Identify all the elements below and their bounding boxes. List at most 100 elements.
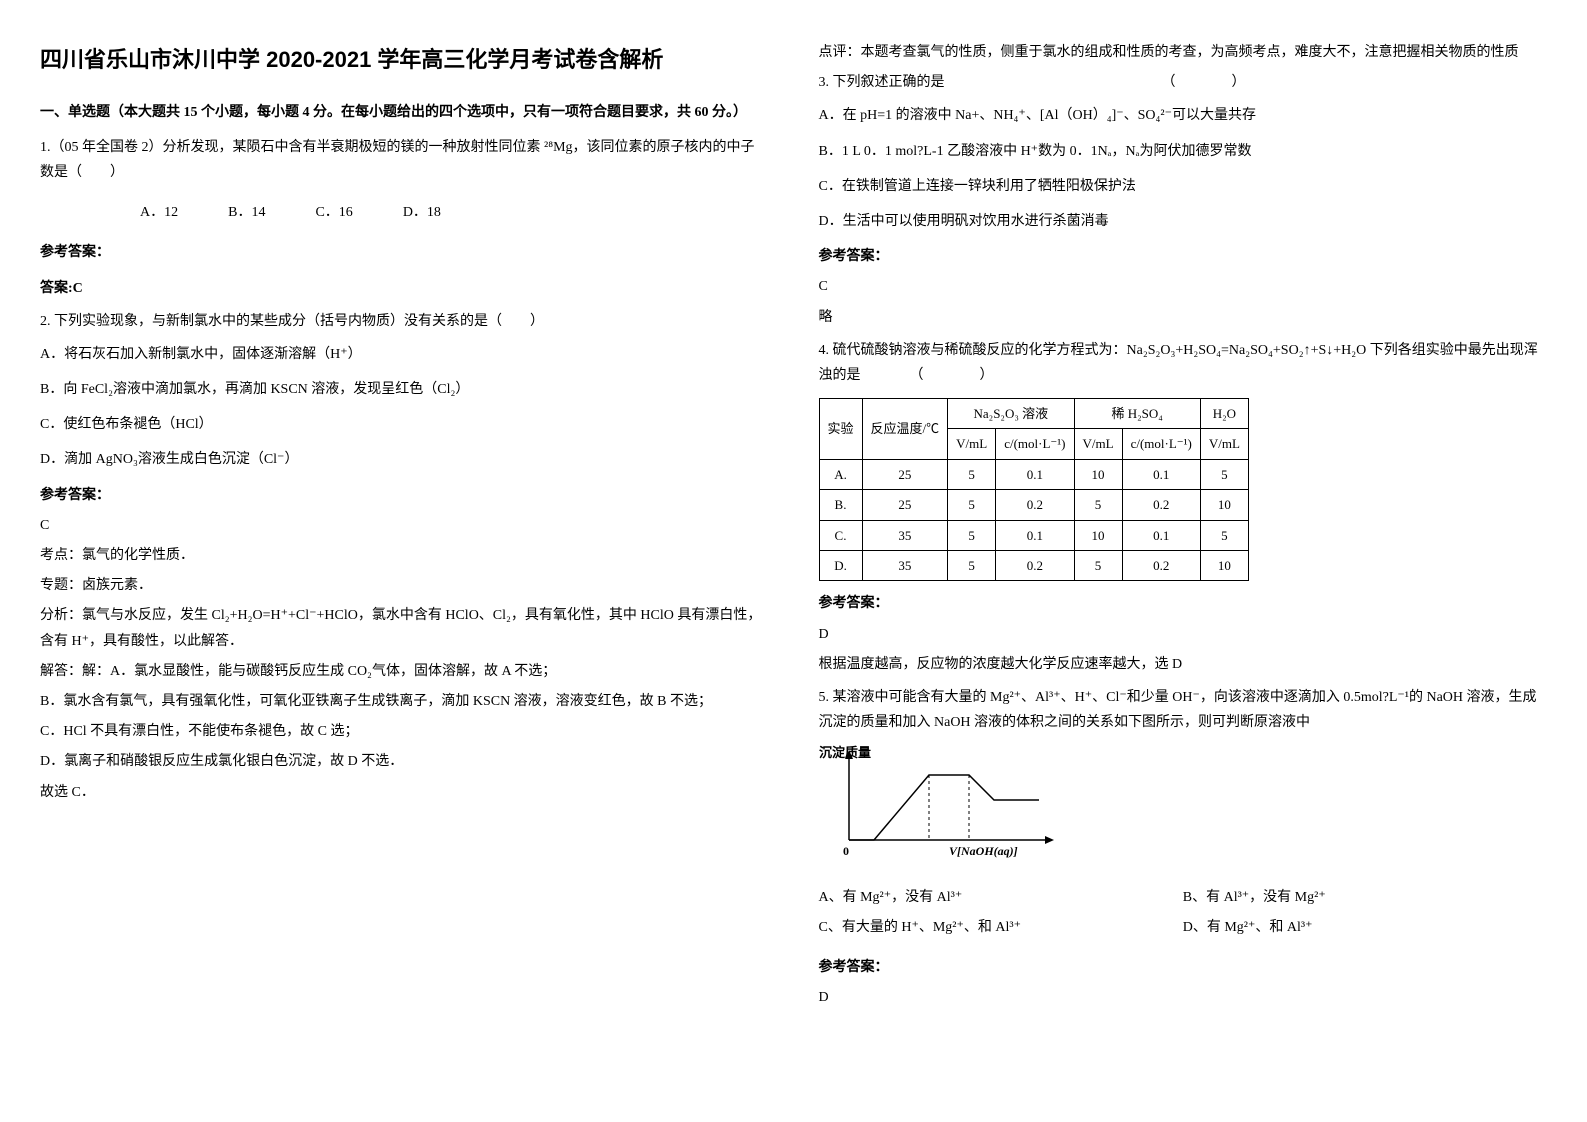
question-2: 2. 下列实验现象，与新制氯水中的某些成分（括号内物质）没有关系的是（ ） A．… (40, 309, 769, 805)
cell: 0.1 (1122, 520, 1200, 550)
question-3: 3. 下列叙述正确的是 （ ） A．在 pH=1 的溶液中 Na+、NH₄⁺、[… (819, 70, 1548, 330)
cell: 0.2 (1122, 551, 1200, 581)
cell: A. (819, 459, 862, 489)
cell: D. (819, 551, 862, 581)
q2-opt-b: B．向 FeCl₂溶液中滴加氯水，再滴加 KSCN 溶液，发现呈红色（Cl₂） (40, 377, 769, 402)
exam-page: 四川省乐山市沐川中学 2020-2021 学年高三化学月考试卷含解析 一、单选题… (40, 40, 1547, 1018)
q2-a6: C．HCl 不具有漂白性，不能使布条褪色，故 C 选； (40, 719, 769, 744)
cell: 0.1 (996, 459, 1074, 489)
cell: C. (819, 520, 862, 550)
table-row: C. 35 5 0.1 10 0.1 5 (819, 520, 1248, 550)
question-5: 5. 某溶液中可能含有大量的 Mg²⁺、Al³⁺、H⁺、Cl⁻和少量 OH⁻，向… (819, 685, 1548, 1010)
q2-text: 2. 下列实验现象，与新制氯水中的某些成分（括号内物质）没有关系的是（ ） (40, 309, 769, 334)
cell: 0.2 (1122, 490, 1200, 520)
q1-answer-label: 参考答案： (40, 240, 769, 265)
q3-opt-a: A．在 pH=1 的溶液中 Na+、NH₄⁺、[Al（OH）₄]⁻、SO₄²⁻可… (819, 103, 1548, 128)
cell: 0.2 (996, 551, 1074, 581)
xlabel: V[NaOH(aq)] (949, 844, 1018, 858)
q2-a1: 考点：氯气的化学性质． (40, 543, 769, 568)
q3-opt-c: C．在铁制管道上连接一锌块利用了牺牲阳极保护法 (819, 174, 1548, 199)
th-h2so4: 稀 H₂SO₄ (1074, 399, 1200, 429)
q2-answer-label: 参考答案： (40, 483, 769, 508)
cell: 0.1 (996, 520, 1074, 550)
q1-answer: 答案:C (40, 276, 769, 301)
th-vml2: V/mL (1074, 429, 1122, 459)
q5-chart: 沉淀质量 0 V[NaOH(aq)] (819, 745, 1548, 874)
q2-opt-d: D．滴加 AgNO₃溶液生成白色沉淀（Cl⁻） (40, 447, 769, 472)
exam-title: 四川省乐山市沐川中学 2020-2021 学年高三化学月考试卷含解析 (40, 40, 769, 80)
q4-answer-label: 参考答案： (819, 591, 1548, 616)
question-4: 4. 硫代硫酸钠溶液与稀硫酸反应的化学方程式为：Na₂S₂O₃+H₂SO₄=Na… (819, 338, 1548, 677)
cell: 10 (1200, 490, 1248, 520)
table-row: D. 35 5 0.2 5 0.2 10 (819, 551, 1248, 581)
th-temp: 反应温度/℃ (862, 399, 948, 460)
q1-opt-b: B．14 (228, 200, 265, 225)
q5-opt-c: C、有大量的 H⁺、Mg²⁺、和 Al³⁺ (819, 915, 1183, 940)
q2-answer: C (40, 513, 769, 538)
q2-a7: D．氯离子和硝酸银反应生成氯化银白色沉淀，故 D 不选． (40, 749, 769, 774)
th-exp: 实验 (819, 399, 862, 460)
th-h2o: H₂O (1200, 399, 1248, 429)
q4-text: 4. 硫代硫酸钠溶液与稀硫酸反应的化学方程式为：Na₂S₂O₃+H₂SO₄=Na… (819, 338, 1548, 388)
q5-answer: D (819, 985, 1548, 1010)
right-column: 点评：本题考查氯气的性质，侧重于氯水的组成和性质的考查，为高频考点，难度大不，注… (819, 40, 1548, 1018)
th-vml1: V/mL (948, 429, 996, 459)
table-row: B. 25 5 0.2 5 0.2 10 (819, 490, 1248, 520)
cell: 0.1 (1122, 459, 1200, 489)
th-c1: c/(mol·L⁻¹) (996, 429, 1074, 459)
cell: 5 (1074, 490, 1122, 520)
cell: B. (819, 490, 862, 520)
cell: 5 (1200, 520, 1248, 550)
th-vml3: V/mL (1200, 429, 1248, 459)
table-row: A. 25 5 0.1 10 0.1 5 (819, 459, 1248, 489)
precipitate-chart-icon: 沉淀质量 0 V[NaOH(aq)] (819, 745, 1069, 865)
q2-opt-c: C．使红色布条褪色（HCl） (40, 412, 769, 437)
q1-text: 1.（05 年全国卷 2）分析发现，某陨石中含有半衰期极短的镁的一种放射性同位素… (40, 135, 769, 185)
q1-opt-c: C．16 (315, 200, 352, 225)
q5-opt-d: D、有 Mg²⁺、和 Al³⁺ (1183, 915, 1547, 940)
q4-answer: D (819, 622, 1548, 647)
q1-options: A．12 B．14 C．16 D．18 (140, 200, 769, 225)
q2-a3: 分析：氯气与水反应，发生 Cl₂+H₂O=H⁺+Cl⁻+HClO，氯水中含有 H… (40, 603, 769, 653)
q4-analysis: 根据温度越高，反应物的浓度越大化学反应速率越大，选 D (819, 652, 1548, 677)
section-header: 一、单选题（本大题共 15 个小题，每小题 4 分。在每小题给出的四个选项中，只… (40, 100, 769, 125)
left-column: 四川省乐山市沐川中学 2020-2021 学年高三化学月考试卷含解析 一、单选题… (40, 40, 769, 1018)
q3-answer: C (819, 274, 1548, 299)
cell: 5 (948, 459, 996, 489)
q4-table: 实验 反应温度/℃ Na₂S₂O₃ 溶液 稀 H₂SO₄ H₂O V/mL c/… (819, 398, 1249, 581)
cell: 5 (948, 520, 996, 550)
cell: 10 (1074, 520, 1122, 550)
th-c2: c/(mol·L⁻¹) (1122, 429, 1200, 459)
q2-opt-a: A．将石灰石加入新制氯水中，固体逐渐溶解（H⁺） (40, 342, 769, 367)
cell: 5 (1074, 551, 1122, 581)
q3-text: 3. 下列叙述正确的是 （ ） (819, 70, 1548, 95)
q2-a5: B．氯水含有氯气，具有强氧化性，可氧化亚铁离子生成铁离子，滴加 KSCN 溶液，… (40, 689, 769, 714)
cell: 0.2 (996, 490, 1074, 520)
cell: 25 (862, 490, 948, 520)
question-1: 1.（05 年全国卷 2）分析发现，某陨石中含有半衰期极短的镁的一种放射性同位素… (40, 135, 769, 301)
q2-a2: 专题：卤族元素． (40, 573, 769, 598)
q2-a4: 解答：解：A．氯水显酸性，能与碳酸钙反应生成 CO₂气体，固体溶解，故 A 不选… (40, 659, 769, 684)
q1-opt-d: D．18 (403, 200, 441, 225)
q5-options: A、有 Mg²⁺，没有 Al³⁺ B、有 Al³⁺，没有 Mg²⁺ C、有大量的… (819, 885, 1548, 945)
cell: 10 (1074, 459, 1122, 489)
q3-extra: 略 (819, 305, 1548, 330)
q5-answer-label: 参考答案： (819, 955, 1548, 980)
q5-opt-a: A、有 Mg²⁺，没有 Al³⁺ (819, 885, 1183, 910)
q3-opt-d: D．生活中可以使用明矾对饮用水进行杀菌消毒 (819, 209, 1548, 234)
cell: 5 (1200, 459, 1248, 489)
cell: 25 (862, 459, 948, 489)
q2-comment: 点评：本题考查氯气的性质，侧重于氯水的组成和性质的考查，为高频考点，难度大不，注… (819, 40, 1548, 65)
q1-opt-a: A．12 (140, 200, 178, 225)
q2-a8: 故选 C． (40, 780, 769, 805)
cell: 35 (862, 520, 948, 550)
th-na2s2o3: Na₂S₂O₃ 溶液 (948, 399, 1074, 429)
q5-text: 5. 某溶液中可能含有大量的 Mg²⁺、Al³⁺、H⁺、Cl⁻和少量 OH⁻，向… (819, 685, 1548, 735)
cell: 5 (948, 551, 996, 581)
table-group-header-row: 实验 反应温度/℃ Na₂S₂O₃ 溶液 稀 H₂SO₄ H₂O (819, 399, 1248, 429)
q3-opt-b: B．1 L 0．1 mol?L-1 乙酸溶液中 H⁺数为 0．1Nₐ，Nₐ为阿伏… (819, 139, 1548, 164)
cell: 5 (948, 490, 996, 520)
q3-answer-label: 参考答案： (819, 244, 1548, 269)
ylabel: 沉淀质量 (819, 745, 871, 760)
q5-opt-b: B、有 Al³⁺，没有 Mg²⁺ (1183, 885, 1547, 910)
